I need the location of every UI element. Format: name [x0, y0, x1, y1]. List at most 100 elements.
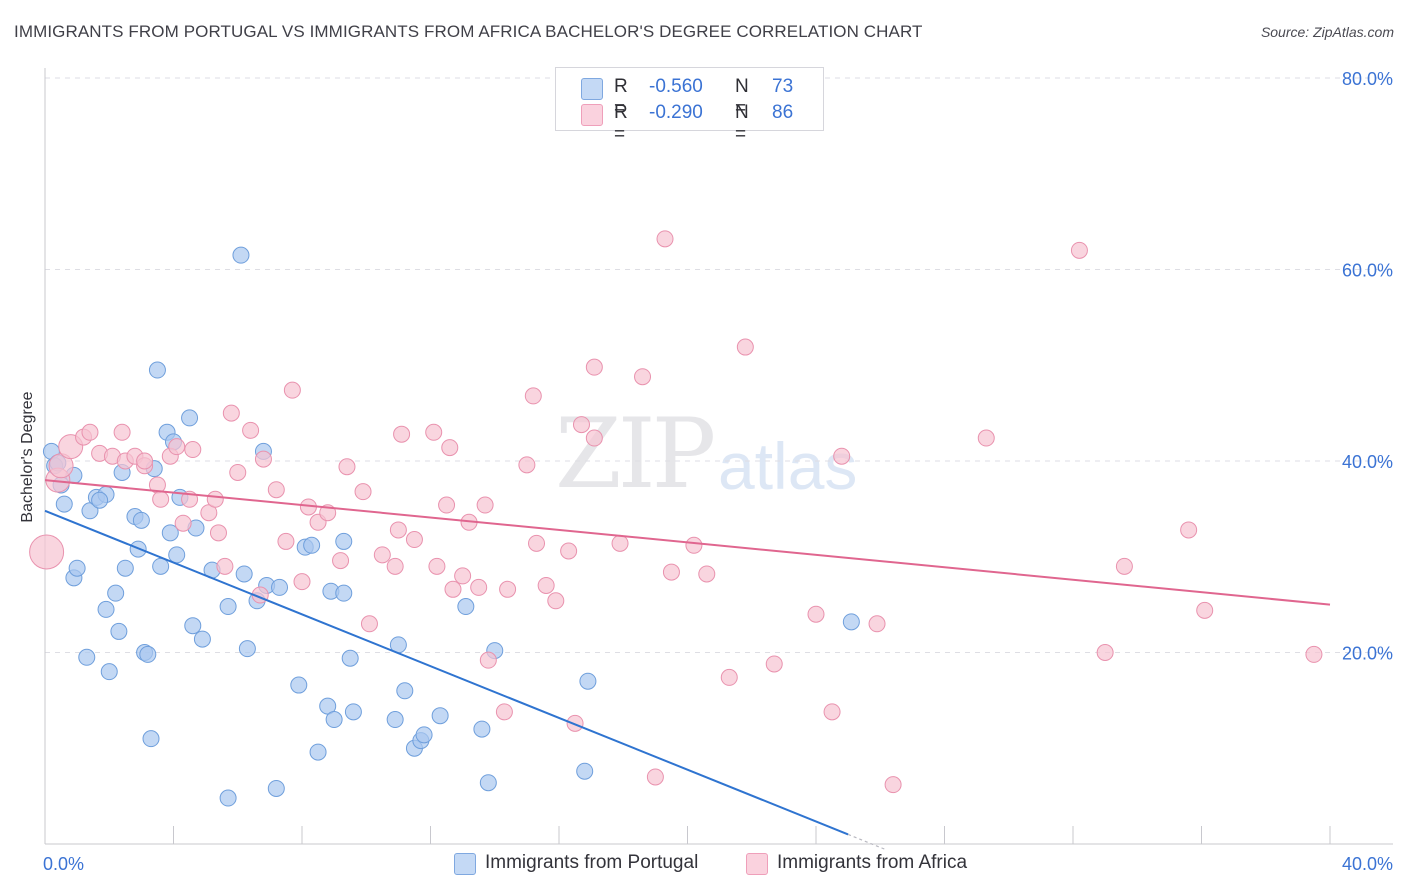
africa-point	[1096, 644, 1114, 661]
legend-n-value: 86	[772, 102, 794, 123]
africa-point	[206, 490, 224, 508]
series-swatch-africa	[746, 853, 768, 875]
africa-point	[476, 496, 494, 514]
africa-point	[698, 565, 716, 583]
africa-point	[373, 546, 391, 564]
portugal-point	[479, 774, 497, 792]
portugal-point	[107, 584, 125, 602]
africa-point	[242, 421, 260, 439]
africa-point	[354, 483, 372, 501]
series-swatch-portugal	[454, 853, 476, 875]
africa-point	[884, 776, 902, 794]
x-tick-label: 40.0%	[1342, 854, 1393, 874]
portugal-point	[78, 648, 96, 666]
africa-point	[572, 416, 590, 434]
africa-point	[386, 557, 404, 575]
africa-point	[585, 429, 603, 447]
africa-trend-line	[44, 479, 1331, 606]
africa-point	[524, 387, 542, 405]
y-tick-label: 40.0%	[1342, 452, 1393, 472]
legend-swatch-africa	[581, 104, 603, 126]
legend-n-label: N =	[735, 102, 749, 145]
y-tick-label: 20.0%	[1342, 644, 1393, 664]
africa-point	[528, 534, 546, 552]
portugal-point	[415, 726, 433, 744]
africa-point	[338, 458, 356, 476]
africa-point	[585, 358, 603, 376]
portugal-point	[386, 711, 404, 729]
source-credit: Source: ZipAtlas.com	[1260, 24, 1394, 40]
portugal-point	[181, 409, 199, 427]
y-axis-title: Bachelor's Degree	[19, 391, 36, 523]
portugal-point	[235, 565, 253, 583]
africa-point	[360, 615, 378, 633]
africa-point	[560, 542, 578, 560]
africa-point	[168, 438, 186, 456]
portugal-point	[219, 789, 237, 807]
portugal-point	[238, 640, 256, 658]
portugal-point	[55, 495, 73, 513]
africa-point	[547, 592, 565, 610]
africa-point	[277, 532, 295, 550]
portugal-point	[132, 511, 150, 529]
africa-point	[823, 703, 841, 721]
portugal-point	[116, 559, 134, 577]
series-label-africa: Immigrants from Africa	[777, 852, 968, 873]
portugal-trend-extension	[847, 833, 887, 851]
africa-point	[209, 524, 227, 542]
portugal-point	[97, 600, 115, 618]
africa-point	[646, 768, 664, 786]
y-tick-label: 60.0%	[1342, 261, 1393, 281]
africa-point	[184, 441, 202, 459]
portugal-point	[290, 676, 308, 694]
africa-point	[1305, 645, 1323, 663]
africa-point	[720, 668, 738, 686]
portugal-point	[100, 663, 118, 681]
africa-point	[29, 534, 65, 570]
africa-point	[283, 381, 301, 399]
africa-point	[499, 580, 517, 598]
portugal-point	[271, 578, 289, 596]
portugal-point	[219, 598, 237, 616]
portugal-point	[341, 649, 359, 667]
africa-point	[393, 425, 411, 443]
africa-point	[216, 557, 234, 575]
legend-r-label: R =	[614, 102, 628, 145]
africa-point	[222, 404, 240, 422]
portugal-point	[68, 559, 86, 577]
africa-point	[425, 423, 443, 441]
africa-point	[81, 423, 99, 441]
africa-point	[518, 456, 536, 474]
legend-r-label: R =	[614, 76, 628, 119]
portugal-point	[168, 546, 186, 564]
portugal-trend-line	[44, 509, 849, 836]
portugal-point	[335, 584, 353, 602]
africa-point	[868, 615, 886, 633]
series-label-portugal: Immigrants from Portugal	[485, 852, 699, 873]
africa-point	[229, 463, 247, 481]
portugal-point	[579, 672, 597, 690]
correlation-legend: R = -0.560 N = 73 R = -0.290 N = 86	[555, 67, 824, 145]
portugal-point	[431, 707, 449, 725]
africa-point	[441, 439, 459, 457]
portugal-point	[148, 361, 166, 379]
africa-point	[267, 481, 285, 499]
africa-point	[1180, 521, 1198, 539]
africa-point	[454, 567, 472, 585]
africa-point	[1115, 557, 1133, 575]
africa-point	[765, 655, 783, 673]
africa-point	[389, 521, 407, 539]
portugal-point	[161, 524, 179, 542]
africa-point	[438, 496, 456, 514]
africa-point	[656, 230, 674, 248]
africa-point	[444, 580, 462, 598]
portugal-point	[473, 720, 491, 738]
africa-point	[293, 573, 311, 591]
x-tick-label: 0.0%	[43, 854, 84, 874]
portugal-point	[184, 617, 202, 635]
africa-point	[833, 447, 851, 465]
africa-point	[152, 490, 170, 508]
africa-point	[537, 576, 555, 594]
africa-point	[634, 368, 652, 386]
africa-point	[428, 557, 446, 575]
